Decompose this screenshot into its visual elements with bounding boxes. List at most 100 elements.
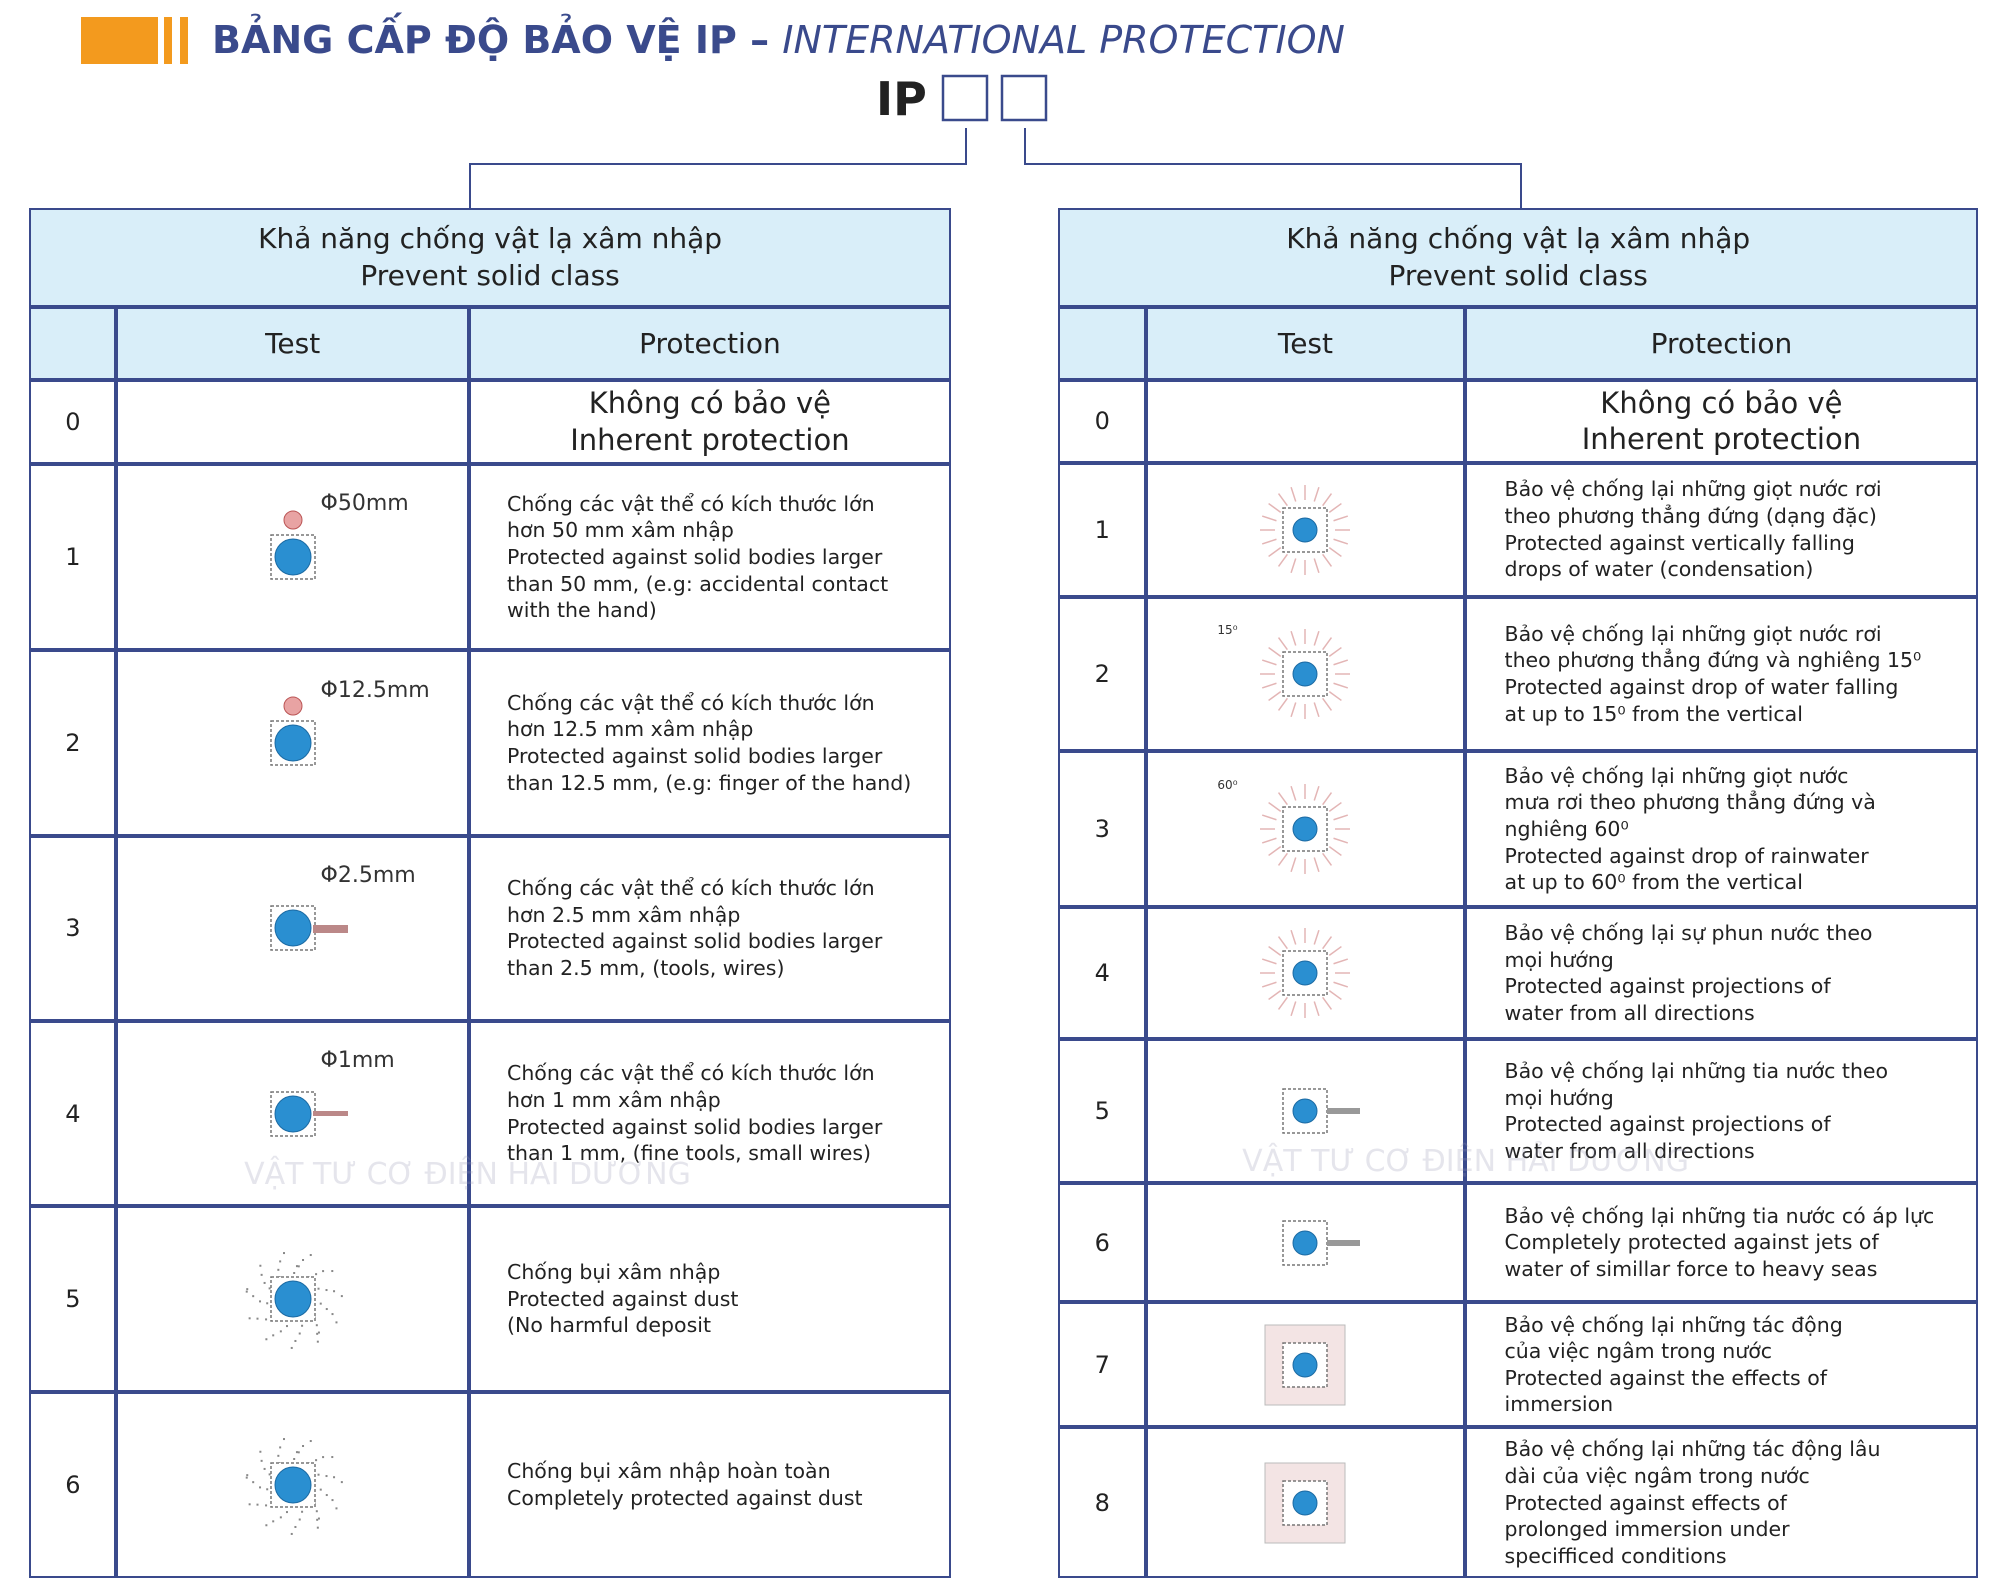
row-code: 4	[29, 1021, 117, 1207]
protection-line: at up to 60⁰ from the vertical	[1504, 870, 1803, 895]
protection-line: hơn 12.5 mm xâm nhập	[507, 717, 754, 742]
row-code: 3	[29, 835, 117, 1022]
protection-line: mọi hướng	[1504, 947, 1614, 972]
test-label: Φ1mm	[320, 1048, 395, 1074]
test-label: Φ12.5mm	[320, 677, 430, 703]
protection-line: with the hand)	[507, 598, 657, 623]
row-code: 8	[1058, 1427, 1147, 1579]
test-icon	[1260, 928, 1351, 1019]
protection-line: prolonged immersion under	[1504, 1517, 1790, 1542]
protection-cell: Bảo vệ chống lại những tia nước theo mọi …	[1464, 1038, 1979, 1184]
protection-line: Chống các vật thể có kích thước lớn	[507, 1061, 875, 1086]
watermark: VẬT TƯ CƠ ĐIỆN HẢI DƯƠNG	[244, 1157, 755, 1195]
test-cell	[1146, 907, 1465, 1039]
title: BẢNG CẤP ĐỘ BẢO VỆ IP – INTERNATIONAL PR…	[212, 18, 1345, 62]
row-code: 7	[1058, 1302, 1147, 1428]
test-cell	[116, 379, 469, 464]
code-text: 4	[65, 1099, 81, 1128]
protection-line: Protected against effects of	[1504, 1490, 1787, 1515]
header-cell	[1058, 306, 1147, 380]
protection-cell: Bảo vệ chống lại những giọt nước rơi theo…	[1464, 462, 1979, 597]
protection-line: Chống bụi xâm nhập	[507, 1260, 721, 1285]
test-cell	[1146, 1183, 1465, 1303]
code-text: 5	[65, 1285, 81, 1314]
protection-line: water from all directions	[1504, 1138, 1755, 1163]
test-cell	[1146, 1302, 1465, 1428]
protection-line: Protected against solid bodies larger	[507, 544, 883, 569]
watermark: VẬT TƯ CƠ ĐIỆN HẢI DƯƠNG	[1242, 1144, 1753, 1182]
protection-line: Inherent protection	[570, 422, 850, 457]
protection-line: hơn 1 mm xâm nhập	[507, 1088, 721, 1113]
code-text: 6	[65, 1470, 81, 1499]
code-text: 0	[1094, 407, 1110, 436]
test-icon	[1264, 1462, 1346, 1544]
test-cell: 60⁰	[1146, 751, 1465, 908]
protection-line: Protected against vertically falling	[1504, 530, 1855, 555]
test-label: 15⁰	[1217, 622, 1238, 637]
test-icon	[1264, 1324, 1346, 1406]
code-text: 3	[1094, 815, 1110, 844]
code-text: 7	[1094, 1350, 1110, 1379]
test-cell	[1146, 1427, 1465, 1579]
row-code: 0	[29, 379, 117, 464]
test-cell: Φ12.5mm	[116, 650, 469, 836]
test-icon	[1260, 784, 1351, 875]
header-cell	[29, 306, 117, 380]
protection-line: water of simillar force to heavy seas	[1504, 1257, 1878, 1282]
row-code: 2	[29, 650, 117, 836]
protection-cell: Không có bảo vệ Inherent protection	[1464, 379, 1979, 463]
row-code: 2	[1058, 596, 1147, 752]
protection-line: Protected against dust	[507, 1286, 739, 1311]
protection-cell: Bảo vệ chống lại những tác động lâu dài c…	[1464, 1427, 1979, 1579]
code-text: 2	[1094, 660, 1110, 689]
row-code: 6	[29, 1391, 117, 1579]
protection-cell: Bảo vệ chống lại những giọt nước rơi theo…	[1464, 596, 1979, 752]
protection-line: Chống các vật thể có kích thước lớn	[507, 690, 875, 715]
column-header: Test	[116, 306, 469, 380]
protection-line: drops of water (condensation)	[1504, 557, 1814, 582]
protection-cell: Bảo vệ chống lại những tia nước có áp lự…	[1464, 1183, 1979, 1303]
protection-line: than 12.5 mm, (e.g: finger of the hand)	[507, 770, 912, 795]
protection-cell: Bảo vệ chống lại những giọt nước mưa rơi …	[1464, 751, 1979, 908]
column-label: Protection	[1650, 326, 1793, 360]
heading-line: Prevent solid class	[360, 259, 620, 293]
protection-line: than 50 mm, (e.g: accidental contact	[507, 571, 889, 596]
row-code: 5	[1058, 1038, 1147, 1184]
protection-cell: Chống bụi xâm nhập hoàn toàn Completely p…	[469, 1391, 951, 1579]
test-icon	[1260, 629, 1351, 720]
test-icon	[1282, 1220, 1361, 1266]
row-code: 4	[1058, 907, 1147, 1039]
protection-line: Bảo vệ chống lại những giọt nước rơi	[1504, 621, 1882, 646]
test-icon	[269, 510, 316, 580]
protection-line: hơn 2.5 mm xâm nhập	[507, 902, 741, 927]
column-header: Protection	[469, 306, 951, 380]
protection-cell: Chống các vật thể có kích thước lớn hơn 2…	[469, 835, 951, 1022]
protection-line: Bảo vệ chống lại những giọt nước rơi	[1504, 477, 1882, 502]
row-code: 6	[1058, 1183, 1147, 1303]
protection-cell: Không có bảo vệ Inherent protection	[469, 379, 951, 464]
code-text: 3	[65, 914, 81, 943]
test-icon	[1260, 484, 1351, 575]
protection-line: Completely protected against dust	[507, 1485, 863, 1510]
watermark-text: VẬT TƯ CƠ ĐIỆN HẢI DƯƠNG	[244, 1156, 691, 1192]
protection-line: immersion	[1504, 1392, 1614, 1417]
test-icon	[269, 905, 348, 952]
code-text: 8	[1094, 1488, 1110, 1517]
heading-line: Khả năng chống vật lạ xâm nhập	[1286, 221, 1751, 255]
row-code: 1	[1058, 462, 1147, 597]
protection-line: theo phương thẳng đứng (dạng đặc)	[1504, 504, 1877, 529]
protection-line: mọi hướng	[1504, 1085, 1614, 1110]
protection-cell: Bảo vệ chống lại những tác động của việc …	[1464, 1302, 1979, 1428]
protection-line: Protected against the effects of	[1504, 1365, 1827, 1390]
protection-line: Bảo vệ chống lại những tia nước có áp lự…	[1504, 1203, 1935, 1228]
protection-line: Bảo vệ chống lại những tia nước theo	[1504, 1058, 1889, 1083]
protection-line: Không có bảo vệ	[1600, 385, 1843, 420]
protection-cell: Chống các vật thể có kích thước lớn hơn 1…	[469, 1021, 951, 1207]
protection-line: specifficed conditions	[1504, 1543, 1727, 1568]
protection-cell: Chống bụi xâm nhập Protected against dust…	[469, 1206, 951, 1392]
heading-line: Prevent solid class	[1388, 259, 1648, 293]
protection-line: (No harmful deposit	[507, 1313, 711, 1338]
protection-line: của việc ngâm trong nước	[1504, 1339, 1773, 1364]
protection-line: Inherent protection	[1581, 422, 1862, 457]
